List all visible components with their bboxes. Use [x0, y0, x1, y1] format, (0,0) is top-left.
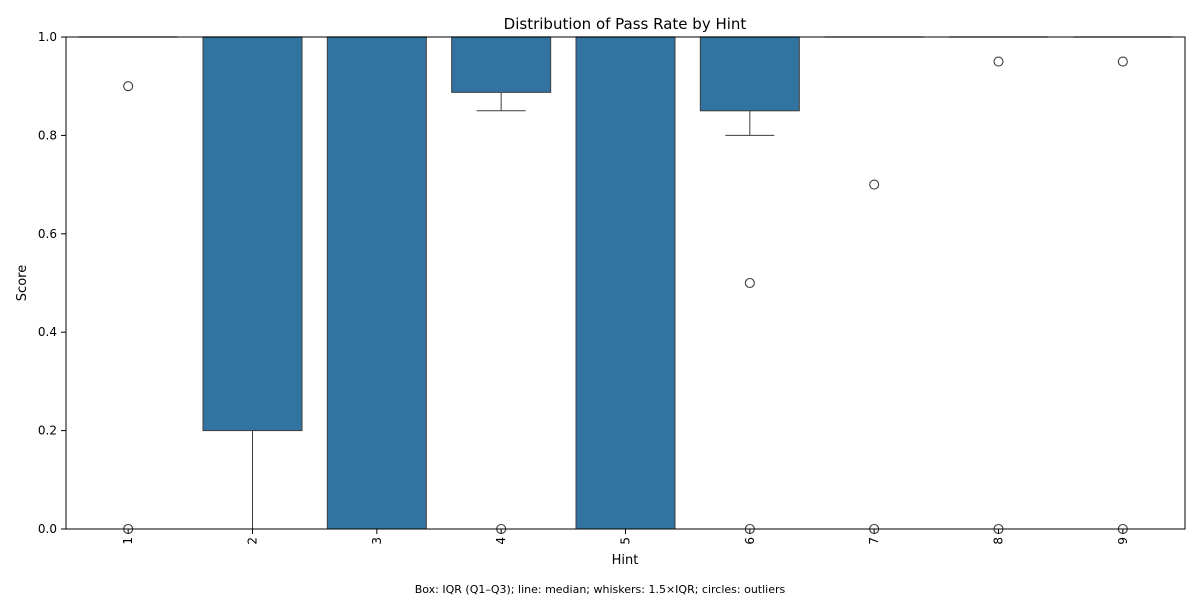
plot-marks — [78, 36, 1173, 535]
box-group-7 — [824, 36, 924, 535]
box-4 — [451, 36, 552, 93]
box-group-6 — [699, 36, 800, 535]
x-tick-label-2: 2 — [246, 537, 260, 545]
y-tick-label-4: 0.8 — [38, 128, 57, 142]
x-axis-label: Hint — [612, 553, 639, 568]
y-tick-label-0: 0.0 — [38, 522, 57, 536]
y-tick-label-1: 0.2 — [38, 424, 57, 438]
box-group-2 — [202, 36, 303, 530]
x-tick-label-8: 8 — [992, 537, 1006, 545]
box-3 — [326, 36, 427, 530]
y-tick-label-5: 1.0 — [38, 30, 57, 44]
x-tick-label-6: 6 — [743, 537, 757, 545]
box-group-1 — [78, 36, 178, 535]
plot-frame — [65, 36, 1186, 530]
outlier-6-0 — [744, 277, 755, 289]
box-group-5 — [575, 36, 676, 530]
y-axis-label: Score — [15, 265, 30, 301]
y-tick-label-3: 0.6 — [38, 227, 57, 241]
box-5 — [575, 36, 676, 530]
outlier-1-0 — [123, 81, 134, 92]
box-2 — [202, 36, 303, 432]
box-group-3 — [326, 36, 427, 530]
x-tick-label-7: 7 — [867, 537, 881, 545]
x-axis: 1 2 3 4 5 6 7 8 9 — [121, 529, 1130, 545]
y-tick-label-2: 0.4 — [38, 325, 57, 339]
chart-title: Distribution of Pass Rate by Hint — [504, 15, 747, 33]
outlier-8-0 — [993, 56, 1004, 67]
outlier-7-0 — [869, 179, 880, 190]
x-tick-label-4: 4 — [494, 537, 508, 545]
box-6 — [699, 36, 800, 112]
outlier-9-0 — [1117, 56, 1128, 67]
chart-caption: Box: IQR (Q1–Q3); line: median; whiskers… — [414, 583, 786, 596]
box-group-4 — [451, 36, 552, 535]
box-group-8 — [949, 36, 1048, 535]
x-tick-label-3: 3 — [370, 537, 384, 545]
x-tick-label-5: 5 — [619, 537, 633, 545]
box-group-9 — [1073, 36, 1173, 535]
y-axis: 0.0 0.2 0.4 0.6 0.8 1.0 — [38, 30, 66, 536]
x-tick-label-9: 9 — [1116, 537, 1130, 545]
x-tick-label-1: 1 — [121, 537, 135, 545]
